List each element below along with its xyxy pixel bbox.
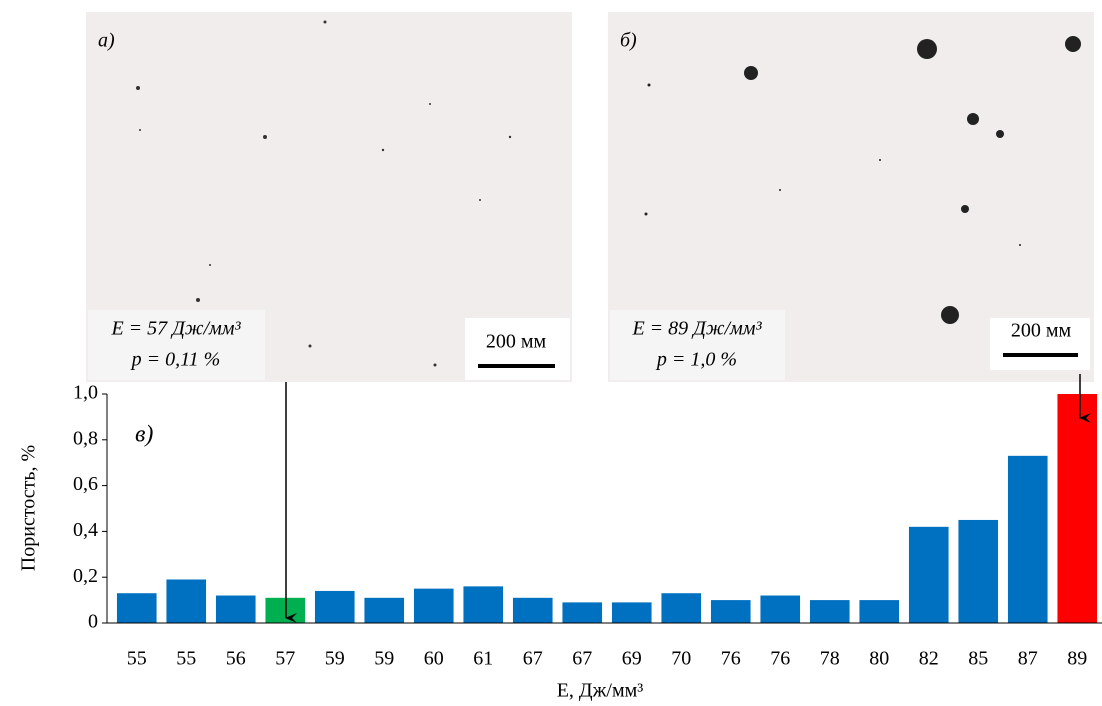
- y-tick-label: 0: [88, 611, 98, 633]
- scale-text: 200 мм: [1011, 320, 1072, 342]
- bar: [512, 597, 553, 623]
- x-tick-label: 69: [622, 648, 642, 670]
- bar: [364, 597, 405, 623]
- bar: [859, 600, 900, 623]
- porosity-text: p = 1,0 %: [655, 349, 737, 371]
- bar: [562, 602, 603, 623]
- bar: [710, 600, 751, 623]
- bar: [116, 593, 157, 623]
- bar: [166, 579, 207, 623]
- x-tick-label: 57: [275, 648, 295, 670]
- micrograph-a: а) E = 57 Дж/мм³ p = 0,11 % 200 мм: [86, 12, 572, 382]
- x-tick-label: 67: [523, 648, 543, 670]
- x-tick-label: 67: [572, 648, 592, 670]
- x-tick-label: 60: [424, 648, 444, 670]
- x-tick-label: 61: [473, 648, 493, 670]
- y-tick-label: 0,2: [73, 565, 98, 587]
- bar: [215, 595, 256, 623]
- porosity-text: p = 0,11 %: [130, 349, 221, 371]
- bar: [908, 526, 949, 623]
- x-tick-label: 76: [770, 648, 790, 670]
- x-tick-label: 59: [325, 648, 345, 670]
- bar: [1057, 394, 1098, 623]
- bar: [463, 586, 504, 623]
- bar: [1007, 455, 1048, 623]
- x-tick-label: 82: [919, 648, 939, 670]
- x-tick-label: 80: [869, 648, 889, 670]
- x-tick-label: 85: [968, 648, 988, 670]
- x-tick-label: 87: [1018, 648, 1038, 670]
- plot: 0 0,2 0,4 0,6 0,8 1,0 55 55 56 57 59 59 60 61 67 67 69 70…: [73, 382, 1098, 670]
- x-tick-label: 76: [721, 648, 741, 670]
- panel-label: б): [620, 30, 637, 52]
- y-tick-label: 0,8: [73, 427, 98, 449]
- bar: [314, 590, 355, 623]
- micrograph-b: б) E = 89 Дж/мм³ p = 1,0 % 200 мм: [608, 12, 1094, 382]
- y-tick-label: 1,0: [73, 382, 98, 404]
- x-tick-label: 55: [176, 648, 196, 670]
- x-tick-label: 55: [127, 648, 147, 670]
- bar: [958, 519, 999, 623]
- bar: [809, 600, 850, 623]
- y-tick-label: 0,6: [73, 473, 98, 495]
- x-tick-label: 89: [1067, 648, 1087, 670]
- x-tick-label: 70: [671, 648, 691, 670]
- x-tick-label: 56: [226, 648, 246, 670]
- y-axis-label: Пористость, %: [18, 445, 40, 571]
- bar: [760, 595, 801, 623]
- bar: [413, 588, 454, 623]
- x-tick-label: 59: [374, 648, 394, 670]
- panel-label: в): [135, 422, 153, 448]
- x-tick-label: 78: [820, 648, 840, 670]
- y-tick-label: 0,4: [73, 519, 98, 541]
- bar: [611, 602, 652, 623]
- panel-label: а): [98, 30, 115, 52]
- scale-text: 200 мм: [486, 331, 547, 353]
- x-axis-label: E, Дж/мм³: [557, 680, 644, 702]
- energy-text: E = 89 Дж/мм³: [631, 318, 762, 340]
- bar: [661, 593, 702, 623]
- energy-text: E = 57 Дж/мм³: [110, 318, 241, 340]
